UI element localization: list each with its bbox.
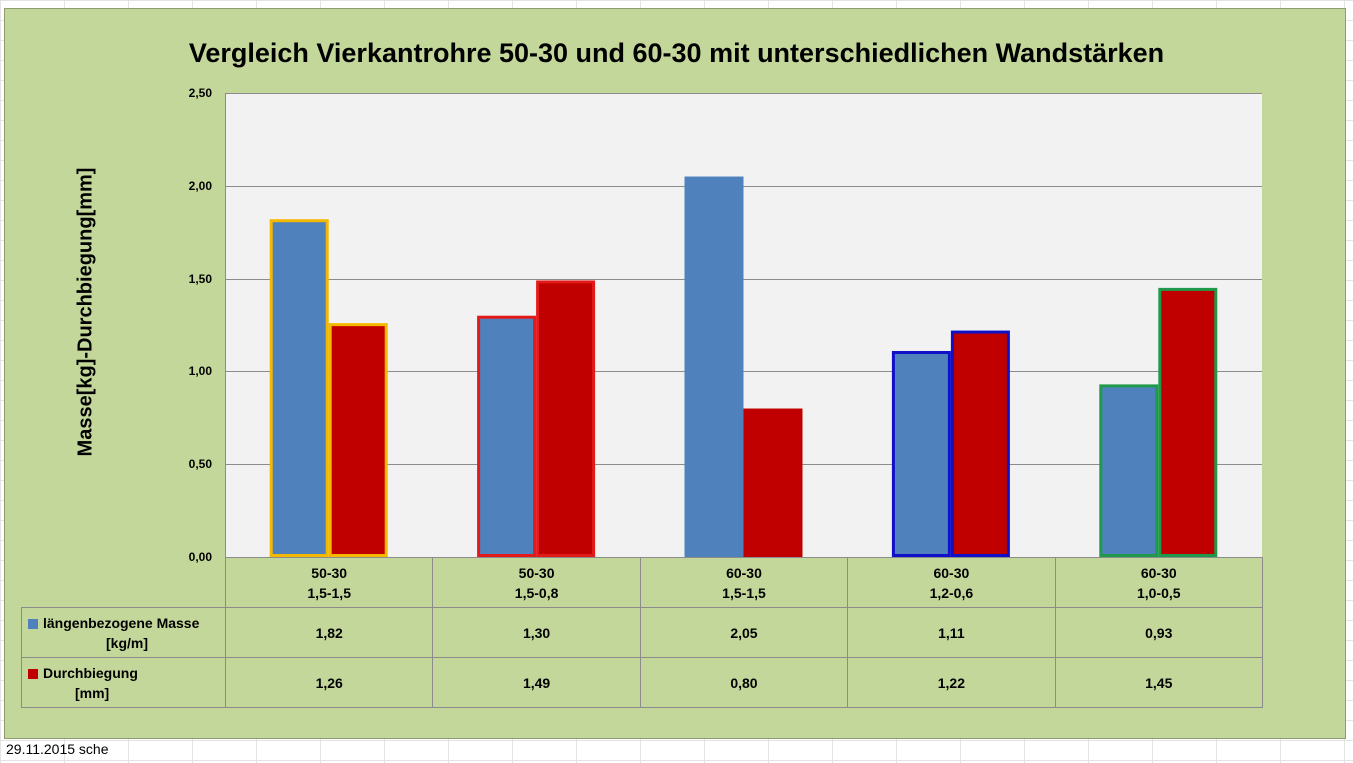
footer-text: 29.11.2015 sche <box>6 741 109 757</box>
series-1-name: längenbezogene Masse <box>43 614 200 631</box>
series-1-legend-swatch <box>28 618 38 629</box>
data-label-series-2-category-1: 1,26 <box>224 657 434 708</box>
table-corner-cell <box>21 557 226 608</box>
series-2-header: Durchbiegung [mm] <box>21 657 226 708</box>
category-label-5: 60-30 1,0-0,5 <box>1054 557 1263 608</box>
y-tick-label: 1,50 <box>188 271 212 286</box>
category-label-4: 60-30 1,2-0,6 <box>847 557 1056 608</box>
y-tick-label: 0,50 <box>188 457 212 472</box>
data-label-series-1-category-4: 1,11 <box>847 607 1056 658</box>
series-1-unit: [kg/m] <box>106 634 148 651</box>
series-1-header: längenbezogene Masse [kg/m] <box>21 607 226 658</box>
bar-series-2-category-2 <box>536 280 596 557</box>
category-name: 60-30 <box>726 564 762 581</box>
bar-series-2-category-1 <box>328 323 388 558</box>
data-label-series-1-category-1: 1,82 <box>224 607 434 658</box>
category-wall-thickness: 1,5-1,5 <box>722 584 766 601</box>
bar-series-1-category-5 <box>1099 384 1159 557</box>
y-tick-label: 1,00 <box>188 364 212 379</box>
bar-series-1-category-1 <box>269 219 329 557</box>
data-label-series-2-category-3: 0,80 <box>639 657 849 708</box>
bar-series-1-category-2 <box>477 315 537 557</box>
category-label-3: 60-30 1,5-1,5 <box>639 557 849 608</box>
category-wall-thickness: 1,2-0,6 <box>929 584 974 601</box>
category-wall-thickness: 1,0-0,5 <box>1136 584 1181 601</box>
category-wall-thickness: 1,5-0,8 <box>514 584 559 601</box>
data-label-series-1-category-5: 0,93 <box>1054 607 1263 658</box>
table-row-series-1: längenbezogene Masse [kg/m] 1,82 1,30 2,05… <box>21 607 1263 658</box>
chart-title: Vergleich Vierkantrohre 50-30 und 60-30 … <box>188 38 1165 68</box>
data-table: 50-30 1,5-1,5 50-30 1,5-0,8 60-30 1,5-1,5 60-3… <box>21 557 1263 708</box>
category-name: 60-30 <box>1140 564 1177 581</box>
category-name: 50-30 <box>311 564 348 581</box>
data-label-series-1-category-2: 1,30 <box>432 607 641 658</box>
data-label-series-2-category-5: 1,45 <box>1054 657 1263 708</box>
category-wall-thickness: 1,5-1,5 <box>307 584 351 601</box>
series-2-legend-swatch <box>28 668 38 679</box>
y-tick-label: 2,50 <box>188 86 212 100</box>
series-2-unit: [mm] <box>75 684 110 701</box>
category-label-1: 50-30 1,5-1,5 <box>224 557 434 608</box>
data-label-series-2-category-2: 1,49 <box>432 657 641 708</box>
bar-series-1-category-4 <box>891 350 951 558</box>
bar-series-2-category-3 <box>743 408 803 557</box>
bar-series-2-category-4 <box>950 330 1010 557</box>
category-label-2: 50-30 1,5-0,8 <box>432 557 641 608</box>
bar-series-1-category-3 <box>684 176 744 557</box>
data-label-series-1-category-3: 2,05 <box>639 607 849 658</box>
category-name: 50-30 <box>518 564 555 581</box>
series-2-name: Durchbiegung <box>43 664 138 681</box>
category-header-row: 50-30 1,5-1,5 50-30 1,5-0,8 60-30 1,5-1,5 60-3… <box>21 557 1263 608</box>
bar-series-2-category-5 <box>1158 287 1218 557</box>
y-tick-label: 2,00 <box>188 178 212 193</box>
data-label-series-2-category-4: 1,22 <box>847 657 1056 708</box>
category-name: 60-30 <box>933 564 970 581</box>
table-row-series-2: Durchbiegung [mm] 1,26 1,49 0,80 1,22 1,45 <box>21 657 1263 708</box>
